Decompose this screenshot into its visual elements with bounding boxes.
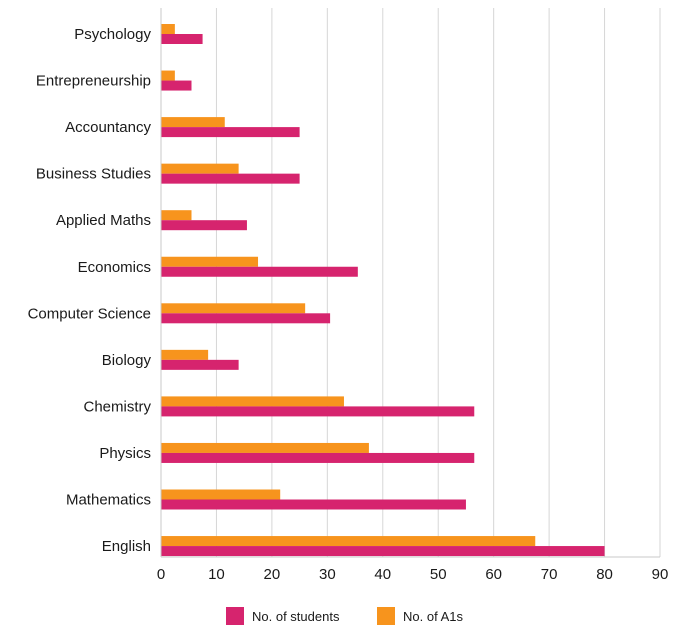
bar-a1s-economics xyxy=(161,256,259,267)
legend-label-no-of-a1s: No. of A1s xyxy=(403,609,463,624)
category-label-psychology: Psychology xyxy=(74,26,151,43)
x-tick-label-60: 60 xyxy=(485,566,502,583)
bar-students-chemistry xyxy=(161,406,475,417)
x-tick-label-0: 0 xyxy=(157,566,165,583)
bar-a1s-english xyxy=(161,536,536,547)
category-label-accountancy: Accountancy xyxy=(65,119,151,136)
bar-a1s-business-studies xyxy=(161,163,239,174)
grid-lines xyxy=(215,8,661,557)
category-label-mathematics: Mathematics xyxy=(66,492,151,509)
x-tick-label-50: 50 xyxy=(430,566,447,583)
bar-a1s-computer-science xyxy=(161,303,306,314)
bar-a1s-accountancy xyxy=(161,117,225,128)
x-tick-label-40: 40 xyxy=(374,566,391,583)
bar-students-economics xyxy=(161,266,358,277)
x-tick-label-80: 80 xyxy=(596,566,613,583)
bar-a1s-entrepreneurship xyxy=(161,70,175,81)
bar-students-psychology xyxy=(161,34,203,44)
legend-swatch-no-of-students xyxy=(226,607,244,625)
x-tick-label-90: 90 xyxy=(652,566,669,583)
bar-a1s-chemistry xyxy=(161,396,344,407)
bar-students-english xyxy=(161,546,605,557)
category-label-biology: Biology xyxy=(102,352,152,369)
bars xyxy=(161,24,605,557)
category-label-entrepreneurship: Entrepreneurship xyxy=(36,73,151,90)
bar-students-physics xyxy=(161,452,475,463)
bar-a1s-psychology xyxy=(161,24,175,34)
category-label-physics: Physics xyxy=(99,445,151,462)
category-labels: Psychology Entrepreneurship Accountancy Bus… xyxy=(28,26,152,555)
bar-a1s-applied-maths xyxy=(161,210,192,221)
category-label-applied-maths: Applied Maths xyxy=(56,212,151,229)
bar-students-mathematics xyxy=(161,499,466,510)
bar-students-business-studies xyxy=(161,173,300,184)
category-label-economics: Economics xyxy=(78,259,151,276)
axes xyxy=(160,8,660,558)
legend-label-no-of-students: No. of students xyxy=(252,609,340,624)
bar-students-biology xyxy=(161,359,239,370)
bar-students-computer-science xyxy=(161,313,331,324)
x-tick-label-70: 70 xyxy=(541,566,558,583)
legend-swatch-no-of-a1s xyxy=(377,607,395,625)
bar-students-applied-maths xyxy=(161,220,247,231)
bar-a1s-mathematics xyxy=(161,489,281,500)
category-label-computer-science: Computer Science xyxy=(28,305,151,322)
category-label-english: English xyxy=(102,538,151,555)
category-label-business-studies: Business Studies xyxy=(36,166,151,183)
bar-a1s-biology xyxy=(161,349,209,360)
category-label-chemistry: Chemistry xyxy=(83,398,151,415)
tick-labels: 0 10 20 30 40 50 60 70 80 90 xyxy=(157,566,669,583)
bar-students-entrepreneurship xyxy=(161,80,192,91)
x-tick-label-20: 20 xyxy=(264,566,281,583)
bar-students-accountancy xyxy=(161,127,300,138)
x-tick-label-30: 30 xyxy=(319,566,336,583)
legend: No. of students No. of A1s xyxy=(226,607,463,625)
bar-a1s-physics xyxy=(161,442,369,453)
x-tick-label-10: 10 xyxy=(208,566,225,583)
